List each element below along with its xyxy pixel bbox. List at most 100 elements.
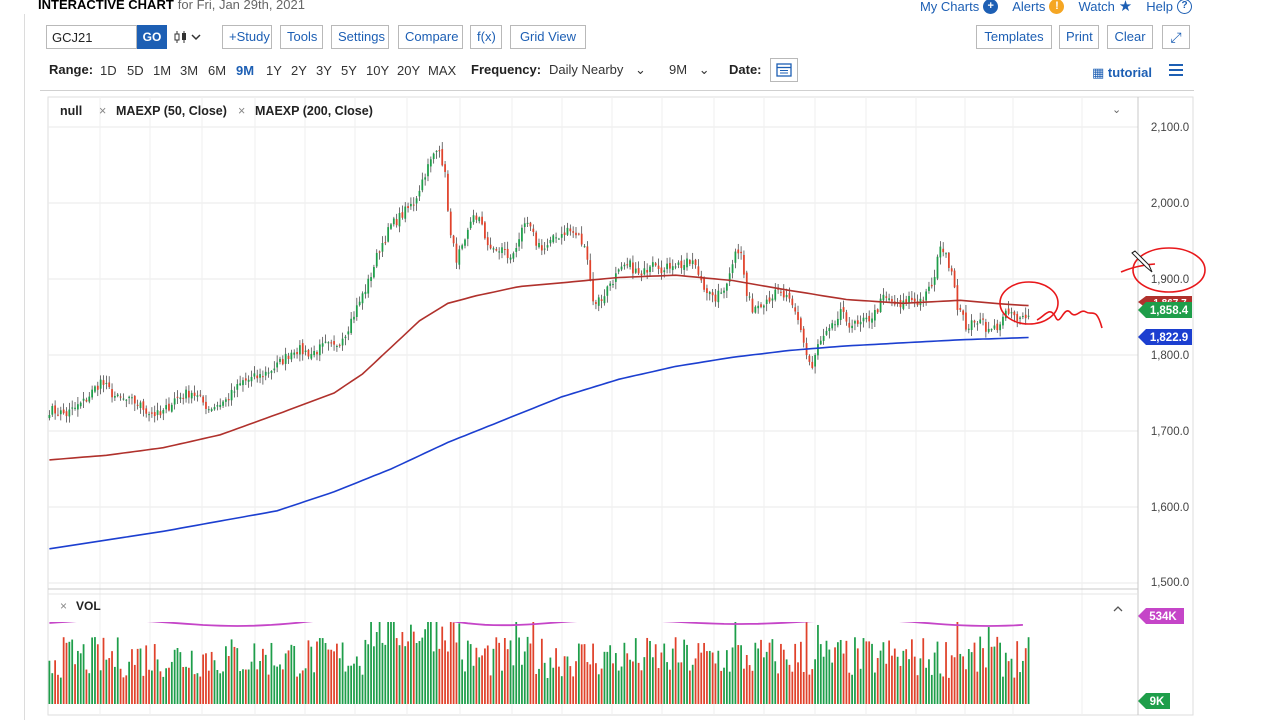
volume-bar	[111, 651, 113, 704]
range-1m[interactable]: 1M	[153, 63, 172, 78]
candle-body	[734, 251, 737, 263]
period-dropdown[interactable]: 9M ⌄	[669, 62, 710, 77]
volume-bar	[828, 649, 831, 704]
candle-body	[862, 317, 865, 322]
volume-bar	[256, 669, 259, 704]
settings-button[interactable]: Settings	[331, 25, 389, 49]
volume-bar	[395, 638, 398, 704]
candle-body	[205, 401, 207, 409]
volume-bar	[577, 643, 580, 704]
volume-bar	[478, 657, 481, 704]
watch-link[interactable]: Watch ★	[1078, 0, 1132, 15]
my-charts-link[interactable]: My Charts +	[920, 0, 999, 15]
volume-bar	[341, 642, 344, 704]
candle-body	[99, 379, 102, 389]
candle-body	[486, 237, 489, 246]
volume-bar	[338, 658, 341, 704]
candle-body	[142, 401, 145, 410]
templates-button[interactable]: Templates	[976, 25, 1052, 49]
range-2y[interactable]: 2Y	[291, 63, 307, 78]
tutorial-link[interactable]: ▦ tutorial	[1092, 65, 1152, 80]
candle-body	[814, 354, 816, 367]
clear-button[interactable]: Clear	[1107, 25, 1153, 49]
fx-button[interactable]: f(x)	[470, 25, 502, 49]
close-study-icon[interactable]: ×	[99, 104, 107, 118]
candle-body	[885, 296, 888, 298]
volume-bar	[600, 668, 603, 704]
chevron-up-icon[interactable]	[1113, 606, 1123, 612]
alerts-link[interactable]: Alerts!	[1012, 0, 1065, 15]
candle-body	[748, 296, 751, 298]
go-button[interactable]: GO	[137, 25, 167, 49]
study-button[interactable]: +Study	[222, 25, 272, 49]
candle-body	[1019, 317, 1021, 319]
candle-body	[982, 318, 984, 320]
volume-bar	[891, 655, 893, 704]
range-1y[interactable]: 1Y	[266, 63, 282, 78]
volume-bar	[88, 673, 91, 704]
candle-body	[728, 273, 731, 282]
candle-body	[956, 285, 959, 310]
study-maexp-200[interactable]: MAEXP (200, Close)	[255, 104, 373, 118]
volume-bar	[486, 645, 489, 704]
candle-body	[743, 254, 745, 275]
volume-bar	[290, 644, 293, 704]
range-5y[interactable]: 5Y	[341, 63, 357, 78]
calendar-button[interactable]	[770, 58, 798, 82]
volume-bar	[538, 668, 540, 704]
candle-body	[643, 268, 646, 275]
help-link[interactable]: Help?	[1146, 0, 1192, 15]
print-button[interactable]: Print	[1059, 25, 1099, 49]
candle-body	[586, 246, 589, 260]
close-volume-icon[interactable]: ×	[60, 599, 67, 613]
expand-icon[interactable]: ⤢	[1162, 25, 1190, 49]
volume-bar	[489, 675, 492, 704]
range-max[interactable]: MAX	[428, 63, 457, 78]
volume-bar	[1024, 648, 1027, 704]
candle-body	[441, 149, 444, 166]
study-maexp-50[interactable]: MAEXP (50, Close)	[116, 104, 227, 118]
grid-view-button[interactable]: Grid View	[510, 25, 586, 49]
range-3y[interactable]: 3Y	[316, 63, 332, 78]
volume-bar	[637, 662, 640, 704]
range-9m[interactable]: 9M	[236, 63, 255, 78]
range-1d[interactable]: 1D	[100, 63, 117, 78]
candle-body	[262, 376, 264, 378]
frequency-dropdown[interactable]: Daily Nearby ⌄	[549, 62, 646, 77]
volume-bar	[885, 663, 888, 704]
ma200-line	[49, 336, 1029, 550]
chevron-down-icon[interactable]: ⌄	[1112, 104, 1122, 116]
chart-type-dropdown[interactable]	[173, 29, 203, 48]
ma200-price-tag: 1,822.9	[1138, 329, 1192, 345]
close-study-icon[interactable]: ×	[238, 104, 246, 118]
candle-body	[962, 310, 964, 315]
study-null[interactable]: null	[60, 104, 83, 118]
range-5d[interactable]: 5D	[127, 63, 144, 78]
volume-bar	[1019, 672, 1021, 704]
range-20y[interactable]: 20Y	[397, 63, 421, 78]
candle-body	[207, 409, 210, 411]
candle-body	[532, 228, 535, 232]
range-6m[interactable]: 6M	[208, 63, 227, 78]
candle-body	[922, 299, 925, 301]
candle-body	[404, 206, 407, 219]
range-10y[interactable]: 10Y	[366, 63, 390, 78]
volume-bar	[799, 641, 802, 704]
volume-bar	[429, 622, 432, 704]
candle-body	[595, 302, 597, 304]
candle-body	[455, 243, 458, 263]
candle-body	[811, 361, 814, 368]
symbol-input[interactable]: GCJ21	[46, 25, 137, 49]
volume-bar	[253, 643, 256, 704]
volume-bar	[54, 660, 56, 704]
candle-body	[999, 324, 1001, 331]
range-3m[interactable]: 3M	[180, 63, 199, 78]
last-price-tag: 1,858.4	[1138, 302, 1192, 318]
page-date: for Fri, Jan 29th, 2021	[177, 0, 305, 12]
candle-body	[822, 335, 825, 341]
candle-body	[834, 324, 836, 326]
menu-icon[interactable]	[1169, 64, 1183, 76]
compare-button[interactable]: Compare	[398, 25, 463, 49]
tools-button[interactable]: Tools	[280, 25, 323, 49]
